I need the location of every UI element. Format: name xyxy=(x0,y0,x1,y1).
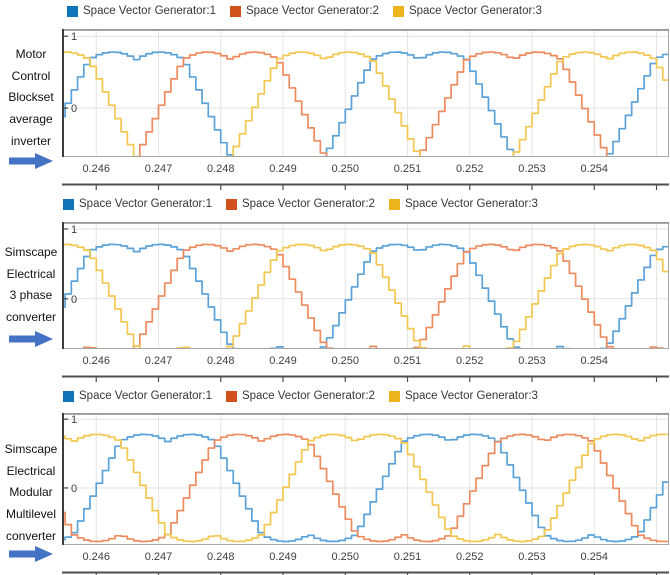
right-arrow-icon xyxy=(9,331,53,347)
scope-plot-motor-control-blockset: 1 0 0.246 0.247 0.248 0.249 0.250 0.251 0.252 0.2… xyxy=(62,29,669,190)
svg-text:0: 0 xyxy=(71,294,77,306)
legend-label: Space Vector Generator:3 xyxy=(404,390,538,402)
svg-text:0.247: 0.247 xyxy=(145,163,173,175)
legend-item: Space Vector Generator:1 xyxy=(63,198,212,210)
side-label-line: Motor xyxy=(15,47,47,61)
svg-text:0.252: 0.252 xyxy=(456,355,484,367)
svg-text:0.248: 0.248 xyxy=(207,551,235,563)
svg-text:0.253: 0.253 xyxy=(518,163,546,175)
svg-text:0.249: 0.249 xyxy=(269,163,297,175)
legend-item: Space Vector Generator:1 xyxy=(67,5,216,17)
side-label-motor-control-blockset: Motor Control Blockset average inverter xyxy=(0,44,62,153)
legend-label: Space Vector Generator:2 xyxy=(241,390,375,402)
svg-text:0.251: 0.251 xyxy=(394,551,422,563)
legend-item: Space Vector Generator:3 xyxy=(388,390,538,402)
legend-swatch-series2 xyxy=(229,5,241,17)
side-label-line: Electrical xyxy=(6,463,56,478)
scope-plot-simscape-mmc: 1 0 0.246 0.247 0.248 0.249 0.250 0.251 0.252 0.2… xyxy=(62,413,669,575)
side-label-line: Simscape xyxy=(4,442,58,456)
legend-label: Space Vector Generator:3 xyxy=(408,5,542,17)
svg-text:0.247: 0.247 xyxy=(145,355,173,367)
legend-item: Space Vector Generator:1 xyxy=(63,390,212,402)
legend-swatch-series3 xyxy=(392,5,404,17)
legend-swatch-series1 xyxy=(63,390,74,402)
legend-row: Space Vector Generator:1 Space Vector Ge… xyxy=(63,388,552,404)
legend-row: Space Vector Generator:1 Space Vector Ge… xyxy=(67,3,556,19)
side-label-line: average xyxy=(9,112,53,127)
right-arrow-icon xyxy=(9,153,53,169)
legend-swatch-series3 xyxy=(388,198,400,210)
scope-plot-simscape-3phase: 1 0 0.246 0.247 0.248 0.249 0.250 0.251 0.252 0.2… xyxy=(62,222,669,382)
svg-text:0.248: 0.248 xyxy=(207,163,235,175)
svg-text:0.246: 0.246 xyxy=(82,163,110,175)
svg-text:0.253: 0.253 xyxy=(518,551,546,563)
svg-text:0.246: 0.246 xyxy=(82,355,110,367)
svg-text:0.254: 0.254 xyxy=(581,163,609,175)
side-label-line: converter xyxy=(5,528,57,543)
svg-text:0.249: 0.249 xyxy=(269,355,297,367)
legend-item: Space Vector Generator:2 xyxy=(225,198,375,210)
svg-text:0.250: 0.250 xyxy=(332,551,360,563)
side-label-simscape-mmc: Simscape Electrical Modular Multilevel c… xyxy=(0,439,62,548)
svg-text:1: 1 xyxy=(71,31,77,43)
side-label-line: Electrical xyxy=(6,266,56,281)
legend-label: Space Vector Generator:1 xyxy=(79,390,212,402)
legend-item: Space Vector Generator:3 xyxy=(392,5,542,17)
side-label-line: Control xyxy=(11,68,51,83)
svg-text:0.250: 0.250 xyxy=(332,355,360,367)
legend-label: Space Vector Generator:1 xyxy=(83,5,216,17)
legend-item: Space Vector Generator:2 xyxy=(225,390,375,402)
svg-text:1: 1 xyxy=(71,414,77,426)
side-label-line: 3 phase xyxy=(9,288,53,303)
svg-text:0.250: 0.250 xyxy=(332,163,360,175)
svg-text:0.247: 0.247 xyxy=(145,551,173,563)
legend-label: Space Vector Generator:3 xyxy=(404,198,538,210)
side-label-line: Simscape xyxy=(4,245,58,259)
legend-swatch-series2 xyxy=(225,198,237,210)
svg-text:0.246: 0.246 xyxy=(82,551,110,563)
legend-swatch-series1 xyxy=(63,198,74,210)
svg-text:0.252: 0.252 xyxy=(456,163,484,175)
legend-swatch-series3 xyxy=(388,390,400,402)
svg-text:0.254: 0.254 xyxy=(581,355,609,367)
side-label-line: converter xyxy=(5,310,57,325)
side-label-line: Blockset xyxy=(8,90,54,105)
legend-swatch-series2 xyxy=(225,390,237,402)
side-label-simscape-3phase: Simscape Electrical 3 phase converter xyxy=(0,242,62,329)
legend-label: Space Vector Generator:2 xyxy=(245,5,379,17)
legend-item: Space Vector Generator:3 xyxy=(388,198,538,210)
side-label-line: Modular xyxy=(9,485,53,500)
legend-swatch-series1 xyxy=(67,5,78,17)
side-label-line: Multilevel xyxy=(5,507,56,522)
svg-text:0: 0 xyxy=(71,103,77,115)
svg-text:0.252: 0.252 xyxy=(456,551,484,563)
side-label-line: inverter xyxy=(10,133,51,148)
legend-label: Space Vector Generator:1 xyxy=(79,198,212,210)
legend-row: Space Vector Generator:1 Space Vector Ge… xyxy=(63,196,552,212)
svg-text:0.248: 0.248 xyxy=(207,355,235,367)
svg-text:1: 1 xyxy=(71,224,77,236)
svg-text:0.251: 0.251 xyxy=(394,355,422,367)
legend-item: Space Vector Generator:2 xyxy=(229,5,379,17)
svg-text:0: 0 xyxy=(71,483,77,495)
right-arrow-icon xyxy=(9,546,53,562)
svg-text:0.249: 0.249 xyxy=(269,551,297,563)
legend-label: Space Vector Generator:2 xyxy=(241,198,375,210)
svg-text:0.251: 0.251 xyxy=(394,163,422,175)
svg-text:0.254: 0.254 xyxy=(581,551,609,563)
svg-text:0.253: 0.253 xyxy=(518,355,546,367)
